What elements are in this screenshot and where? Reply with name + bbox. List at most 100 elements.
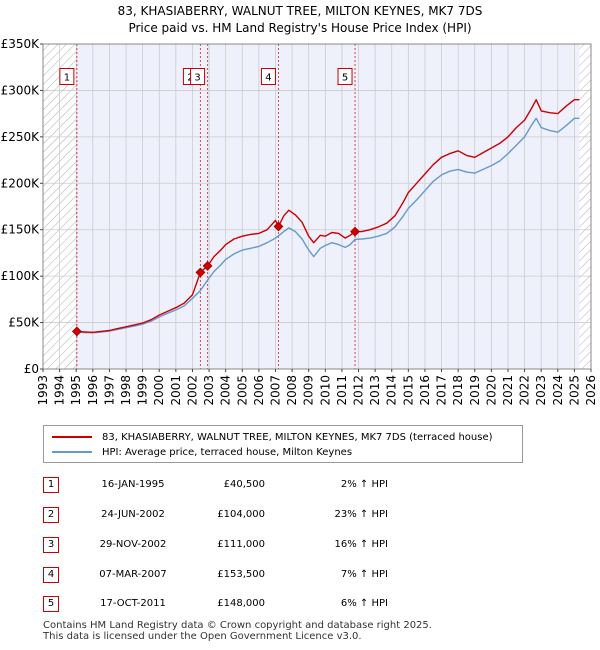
x-tick-label: 2023 (534, 375, 548, 406)
x-tick-label: 2016 (418, 375, 432, 406)
sale-label: 3 (190, 68, 206, 85)
x-tick-label: 2002 (185, 375, 199, 406)
property-price-line (76, 99, 580, 333)
no-data-hatch (579, 44, 591, 369)
x-tick-label: 2015 (401, 375, 415, 406)
x-tick-label: 2014 (385, 375, 399, 406)
sale-date: 17-OCT-2011 (100, 598, 166, 609)
x-tick-label: 1993 (36, 375, 50, 406)
table-row: 1 16-JAN-1995 £40,500 2% ↑ HPI (43, 475, 563, 495)
x-tick-label: 2017 (435, 375, 449, 406)
x-tick-label: 2007 (268, 375, 282, 406)
y-tick-label: £250K (1, 130, 41, 144)
x-tick-label: 2010 (318, 375, 332, 406)
x-tick-label: 2025 (567, 375, 581, 406)
sale-price: £153,500 (217, 569, 265, 580)
sale-hpi-diff: 2% ↑ HPI (340, 479, 388, 490)
sale-number-badge: 5 (43, 596, 59, 612)
legend-label-property: 83, KHASIABERRY, WALNUT TREE, MILTON KEY… (102, 431, 493, 443)
sale-price: £40,500 (223, 479, 265, 490)
legend-swatch-property (52, 436, 92, 438)
sale-hpi-diff: 23% ↑ HPI (334, 509, 388, 520)
sale-date: 07-MAR-2007 (99, 569, 167, 580)
footer-line-licence: This data is licensed under the Open Gov… (43, 631, 362, 642)
y-tick-label: £150K (1, 223, 41, 237)
x-tick-label: 2019 (468, 375, 482, 406)
x-tick-label: 2021 (501, 375, 515, 406)
sale-price: £104,000 (217, 509, 265, 520)
copyright-footer: Contains HM Land Registry data © Crown c… (43, 620, 432, 642)
sale-label-box (337, 68, 353, 85)
sale-point (202, 261, 213, 271)
x-tick-label: 2026 (584, 375, 598, 406)
chart-legend: 83, KHASIABERRY, WALNUT TREE, MILTON KEY… (43, 425, 523, 463)
y-tick-label: £50K (8, 316, 40, 330)
sale-number-badge: 3 (43, 537, 59, 553)
x-tick-label: 1997 (102, 375, 116, 406)
chart-subtitle: Price paid vs. HM Land Registry's House … (128, 21, 472, 35)
sale-label: 4 (260, 68, 276, 85)
x-tick-label: 2009 (302, 375, 316, 406)
x-tick-label: 2012 (352, 375, 366, 406)
footer-line-copyright: Contains HM Land Registry data © Crown c… (43, 620, 432, 631)
sale-price: £148,000 (217, 598, 265, 609)
legend-label-hpi: HPI: Average price, terraced house, Milt… (102, 446, 353, 458)
sale-point (71, 326, 82, 337)
x-tick-label: 2022 (518, 375, 532, 406)
chart-title: 83, KHASIABERRY, WALNUT TREE, MILTON KEY… (117, 4, 483, 18)
sale-label: 1 (59, 68, 75, 85)
sale-hpi-diff: 6% ↑ HPI (340, 598, 388, 609)
sale-label: 5 (337, 68, 353, 85)
x-tick-label: 2000 (152, 375, 166, 406)
sale-number-badge: 1 (43, 477, 59, 493)
sale-label-number: 1 (64, 73, 70, 84)
x-tick-label: 2013 (368, 375, 382, 406)
sale-label-box (260, 68, 276, 85)
sale-label-number: 3 (194, 73, 200, 84)
sale-point (195, 267, 206, 278)
y-tick-label: £100K (1, 269, 41, 283)
sale-point (350, 226, 360, 237)
sale-hpi-diff: 7% ↑ HPI (340, 569, 388, 580)
x-tick-label: 1996 (86, 375, 100, 406)
x-tick-label: 1998 (119, 375, 133, 406)
legend-item-property: 83, KHASIABERRY, WALNUT TREE, MILTON KEY… (52, 430, 493, 444)
legend-swatch-hpi (52, 451, 92, 453)
y-tick-label: £350K (1, 37, 41, 51)
sale-date: 29-NOV-2002 (99, 539, 167, 550)
x-tick-label: 1994 (53, 375, 67, 406)
x-tick-label: 2020 (484, 375, 498, 406)
sale-point (273, 221, 284, 232)
x-tick-label: 2011 (335, 375, 349, 406)
x-tick-label: 1999 (136, 375, 150, 406)
x-tick-label: 2018 (451, 375, 465, 406)
sale-label-number: 4 (265, 73, 271, 84)
sale-number-badge: 2 (43, 507, 59, 523)
sale-label-number: 5 (342, 73, 348, 84)
table-row: 3 29-NOV-2002 £111,000 16% ↑ HPI (43, 535, 563, 555)
x-tick-label: 2004 (219, 375, 233, 406)
x-tick-label: 2008 (285, 375, 299, 406)
y-tick-label: £200K (1, 176, 41, 190)
table-row: 5 17-OCT-2011 £148,000 6% ↑ HPI (43, 594, 563, 614)
y-tick-label: £0 (24, 362, 39, 376)
sale-label-box (59, 68, 75, 85)
x-tick-label: 2005 (235, 375, 249, 406)
x-tick-label: 2006 (252, 375, 266, 406)
hpi-line (76, 117, 580, 334)
price-chart: 12345 £0£50K£100K£150K£200K£250K£300K£35… (1, 37, 598, 406)
table-row: 2 24-JUN-2002 £104,000 23% ↑ HPI (43, 505, 563, 525)
legend-item-hpi: HPI: Average price, terraced house, Milt… (52, 445, 352, 459)
y-tick-label: £300K (1, 83, 41, 97)
x-tick-label: 2003 (202, 375, 216, 406)
table-row: 4 07-MAR-2007 £153,500 7% ↑ HPI (43, 565, 563, 585)
x-tick-label: 1995 (69, 375, 83, 406)
sale-date: 24-JUN-2002 (101, 509, 165, 520)
sale-price: £111,000 (217, 539, 265, 550)
plot-border (42, 43, 592, 370)
x-tick-label: 2024 (551, 375, 565, 406)
sale-hpi-diff: 16% ↑ HPI (334, 539, 388, 550)
sale-label-box (190, 68, 206, 85)
sale-date: 16-JAN-1995 (101, 479, 165, 490)
sale-number-badge: 4 (43, 567, 59, 583)
